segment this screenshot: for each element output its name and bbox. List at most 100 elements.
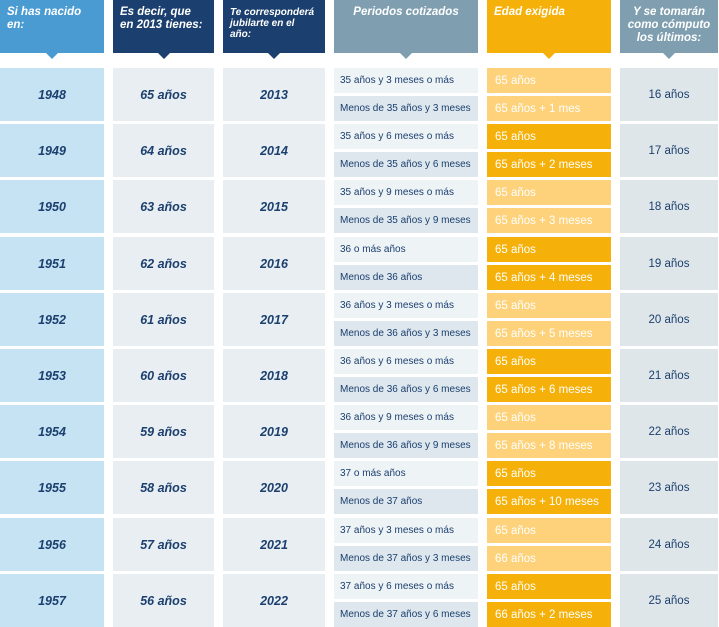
header-periods: Periodos cotizados (334, 0, 478, 59)
last-years-cell: 21 años (620, 349, 718, 402)
last-years-cell-text: 23 años (648, 481, 690, 494)
birth-year-cell: 1957 (0, 574, 104, 627)
last-years-cell-text: 22 años (648, 425, 690, 438)
retire-year-cell-text: 2013 (260, 87, 288, 102)
required-age-less-cell: 65 años + 3 meses (487, 208, 611, 233)
age-cell-text: 59 años (140, 424, 187, 439)
age-cell: 58 años (113, 461, 214, 514)
last-years-cell: 17 años (620, 124, 718, 177)
header-birth-year-label: Si has nacido en: (7, 6, 82, 31)
age-cell-text: 63 años (140, 199, 187, 214)
birth-year-cell-text: 1957 (38, 593, 66, 608)
header-retire-year: Te corresponderá jubilarte en el año: (223, 0, 325, 59)
required-age-full-cell: 65 años (487, 293, 611, 318)
period-less-cell: Menos de 36 años y 3 meses (334, 321, 478, 346)
required-age-full-cell: 65 años (487, 405, 611, 430)
required-age-full-cell-text: 65 años (495, 580, 536, 593)
retire-year-cell: 2015 (223, 180, 325, 233)
birth-year-cell-text: 1948 (38, 87, 66, 102)
last-years-cell-text: 19 años (648, 257, 690, 270)
required-age-less-cell: 66 años (487, 546, 611, 571)
header-last-years-label: Y se tomarán como cómputo los últimos: (627, 6, 711, 44)
birth-year-cell-text: 1949 (38, 143, 66, 158)
header-age-2013: Es decir, que en 2013 tienes: (113, 0, 214, 59)
required-age-less-cell: 65 años + 6 meses (487, 377, 611, 402)
birth-year-cell: 1950 (0, 180, 104, 233)
last-years-cell-text: 25 años (648, 594, 690, 607)
age-cell: 60 años (113, 349, 214, 402)
required-age-less-cell: 65 años + 1 mes (487, 96, 611, 121)
required-age-full-cell: 65 años (487, 237, 611, 262)
birth-year-cell-text: 1951 (38, 256, 66, 271)
retire-year-cell: 2019 (223, 405, 325, 458)
age-cell: 61 años (113, 293, 214, 346)
birth-year-cell-text: 1953 (38, 368, 66, 383)
period-full-cell-text: 37 años y 3 meses o más (340, 525, 454, 536)
last-years-cell-text: 18 años (648, 200, 690, 213)
retire-year-cell: 2017 (223, 293, 325, 346)
retire-year-cell-text: 2018 (260, 368, 288, 383)
age-cell: 56 años (113, 574, 214, 627)
required-age-full-cell-text: 65 años (495, 299, 536, 312)
required-age-full-cell: 65 años (487, 180, 611, 205)
retire-year-cell: 2016 (223, 237, 325, 290)
age-cell: 62 años (113, 237, 214, 290)
last-years-cell: 24 años (620, 518, 718, 571)
period-full-cell-text: 35 años y 9 meses o más (340, 187, 454, 198)
age-cell-text: 64 años (140, 143, 187, 158)
required-age-less-cell: 65 años + 10 meses (487, 489, 611, 514)
retire-year-cell: 2014 (223, 124, 325, 177)
retire-year-cell: 2021 (223, 518, 325, 571)
period-full-cell-text: 35 años y 3 meses o más (340, 75, 454, 86)
last-years-cell: 16 años (620, 68, 718, 121)
header-required-age-label: Edad exigida (494, 6, 565, 18)
retire-year-cell: 2018 (223, 349, 325, 402)
period-less-cell-text: Menos de 36 años y 9 meses (340, 440, 471, 451)
period-less-cell-text: Menos de 36 años y 3 meses (340, 328, 471, 339)
age-cell-text: 58 años (140, 480, 187, 495)
header-birth-year: Si has nacido en: (0, 0, 104, 59)
period-less-cell: Menos de 36 años (334, 265, 478, 290)
last-years-cell-text: 16 años (648, 88, 690, 101)
birth-year-cell: 1951 (0, 237, 104, 290)
period-full-cell: 37 años y 6 meses o más (334, 574, 478, 599)
period-less-cell-text: Menos de 37 años y 3 meses (340, 553, 471, 564)
required-age-less-cell-text: 65 años + 5 meses (495, 327, 593, 340)
period-full-cell: 35 años y 3 meses o más (334, 68, 478, 93)
retire-year-cell: 2022 (223, 574, 325, 627)
period-full-cell-text: 36 años y 6 meses o más (340, 356, 454, 367)
period-less-cell: Menos de 37 años y 6 meses (334, 602, 478, 627)
required-age-less-cell-text: 65 años + 6 meses (495, 383, 593, 396)
birth-year-cell: 1954 (0, 405, 104, 458)
period-full-cell-text: 37 o más años (340, 468, 406, 479)
header-periods-label: Periodos cotizados (353, 6, 459, 18)
period-full-cell: 35 años y 9 meses o más (334, 180, 478, 205)
birth-year-cell-text: 1955 (38, 480, 66, 495)
retire-year-cell-text: 2021 (260, 537, 288, 552)
period-less-cell: Menos de 35 años y 3 meses (334, 96, 478, 121)
period-less-cell: Menos de 36 años y 6 meses (334, 377, 478, 402)
last-years-cell-text: 24 años (648, 538, 690, 551)
retire-year-cell: 2013 (223, 68, 325, 121)
retire-year-cell-text: 2022 (260, 593, 288, 608)
required-age-full-cell-text: 65 años (495, 524, 536, 537)
required-age-less-cell-text: 66 años + 2 meses (495, 608, 593, 621)
age-cell-text: 61 años (140, 312, 187, 327)
period-less-cell: Menos de 35 años y 6 meses (334, 152, 478, 177)
period-full-cell: 36 años y 9 meses o más (334, 405, 478, 430)
age-cell-text: 56 años (140, 593, 187, 608)
required-age-less-cell-text: 65 años + 1 mes (495, 102, 581, 115)
period-less-cell-text: Menos de 36 años (340, 272, 423, 283)
age-cell-text: 62 años (140, 256, 187, 271)
period-full-cell-text: 36 años y 9 meses o más (340, 412, 454, 423)
last-years-cell-text: 17 años (648, 144, 690, 157)
required-age-full-cell-text: 65 años (495, 186, 536, 199)
birth-year-cell: 1948 (0, 68, 104, 121)
required-age-less-cell-text: 65 años + 4 meses (495, 271, 593, 284)
age-cell: 65 años (113, 68, 214, 121)
required-age-full-cell-text: 65 años (495, 243, 536, 256)
period-full-cell-text: 35 años y 6 meses o más (340, 131, 454, 142)
age-cell: 64 años (113, 124, 214, 177)
last-years-cell: 25 años (620, 574, 718, 627)
required-age-full-cell-text: 65 años (495, 467, 536, 480)
